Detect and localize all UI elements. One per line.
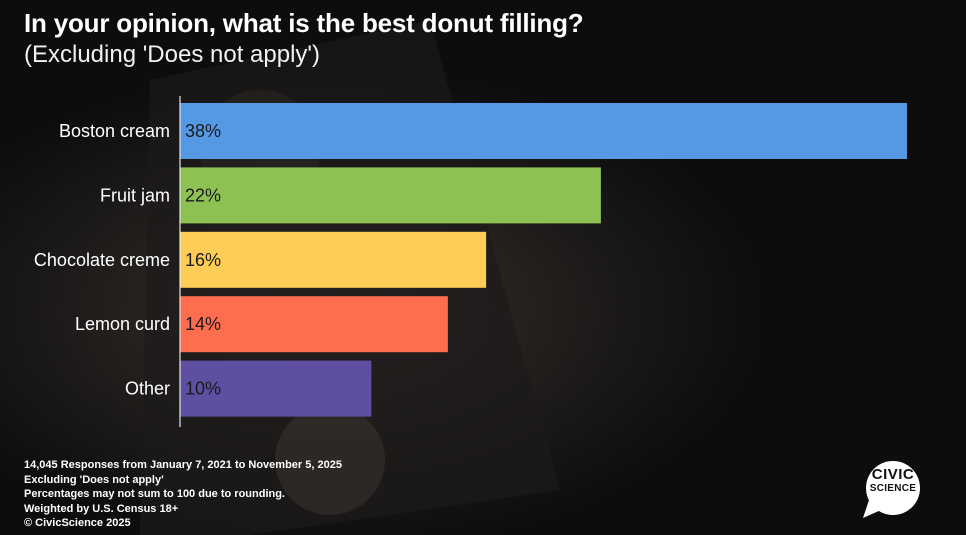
value-label-boston-cream: 38% xyxy=(185,121,221,141)
value-label-other: 10% xyxy=(185,379,221,399)
bar-boston-cream xyxy=(180,103,907,159)
chart-title: In your opinion, what is the best donut … xyxy=(24,8,584,38)
category-label-other: Other xyxy=(125,379,170,399)
footnote-exclusion: Excluding 'Does not apply' xyxy=(24,473,164,486)
category-label-lemon-curd: Lemon curd xyxy=(75,314,170,334)
logo-line-2: SCIENCE xyxy=(869,483,917,494)
value-label-fruit-jam: 22% xyxy=(185,185,221,205)
footnote-weighting: Weighted by U.S. Census 18+ xyxy=(24,502,179,515)
bar-fruit-jam xyxy=(180,167,601,224)
logo-line-1: CIVIC xyxy=(871,466,915,483)
chart-subtitle: (Excluding 'Does not apply') xyxy=(24,41,320,68)
bar-chocolate-creme xyxy=(180,231,487,288)
value-label-chocolate-creme: 16% xyxy=(185,250,221,270)
category-label-fruit-jam: Fruit jam xyxy=(100,185,170,205)
category-label-boston-cream: Boston cream xyxy=(59,121,170,141)
civicscience-logo: CIVIC SCIENCE xyxy=(859,460,931,520)
chart-footnotes: 14,045 Responses from January 7, 2021 to… xyxy=(24,458,342,531)
value-label-lemon-curd: 14% xyxy=(185,314,221,334)
footnote-copyright: © CivicScience 2025 xyxy=(24,517,131,529)
bar-other xyxy=(180,360,372,417)
category-label-chocolate-creme: Chocolate creme xyxy=(34,250,170,270)
footnote-responses: 14,045 Responses from January 7, 2021 to… xyxy=(24,459,342,471)
bar-lemon-curd xyxy=(180,296,448,353)
speech-bubble-icon xyxy=(863,461,920,518)
footnote-rounding: Percentages may not sum to 100 due to ro… xyxy=(24,488,285,500)
